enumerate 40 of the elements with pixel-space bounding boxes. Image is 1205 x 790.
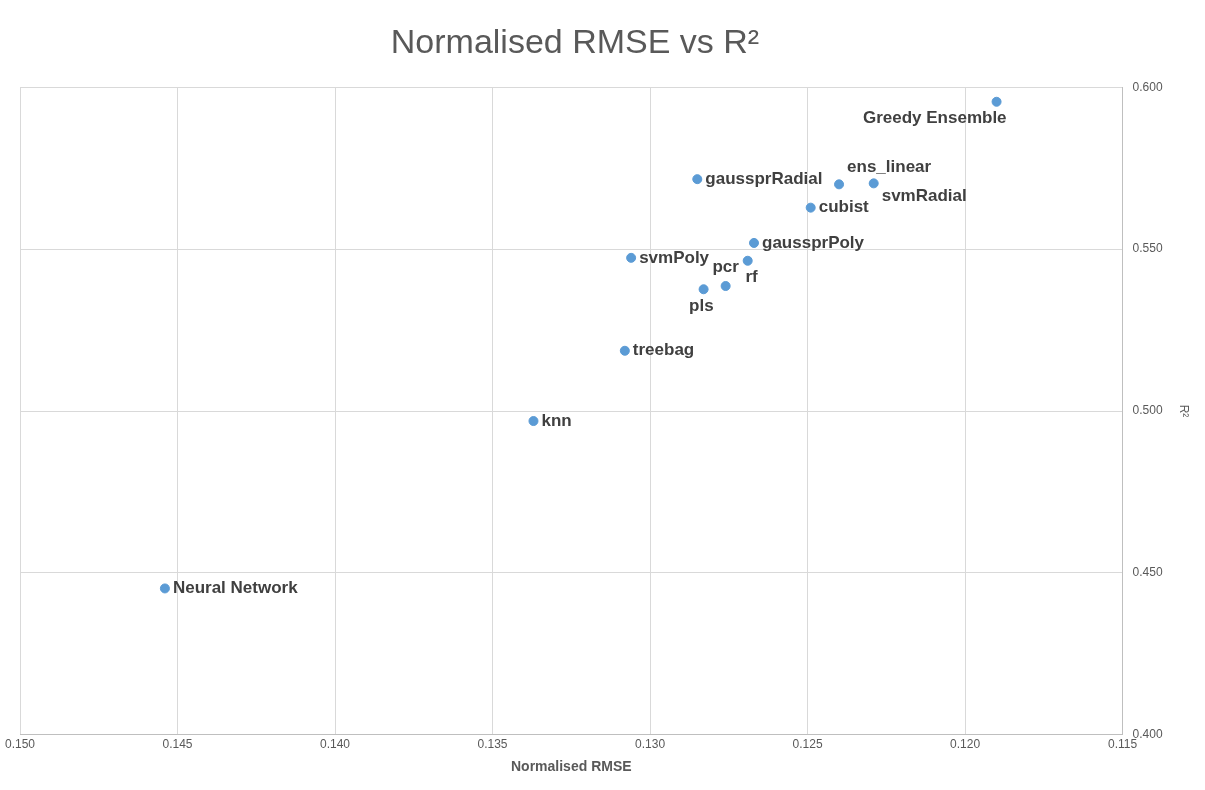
x-tick-label: 0.125: [792, 737, 823, 752]
x-tick-label: 0.130: [635, 737, 666, 752]
annotation: Greedy Ensemble: [862, 108, 1007, 128]
y-tick-label: 0.550: [1132, 241, 1163, 256]
annotation: gaussprRadial: [705, 168, 823, 188]
y-tick-label: 0.450: [1132, 565, 1163, 580]
point: [868, 178, 879, 189]
point: [834, 179, 845, 190]
x-tick-label: 0.120: [950, 737, 981, 752]
annotation: svmRadial: [881, 186, 967, 206]
annotation: Neural Network: [172, 578, 299, 598]
point: [692, 174, 703, 185]
x-axis-title: Normalised RMSE: [510, 758, 632, 775]
annotation: pls: [689, 295, 714, 315]
x-tick-label: 0.150: [4, 737, 36, 752]
annotation: ens_linear: [847, 157, 932, 177]
point: [991, 96, 1002, 107]
point: [159, 583, 170, 594]
annotation: rf: [745, 267, 759, 287]
annotation: svmPoly: [639, 247, 710, 267]
annotation: treebag: [632, 340, 695, 360]
x-tick-label: 0.140: [320, 737, 351, 752]
point: [626, 252, 637, 263]
annotation: pcr: [712, 256, 740, 276]
annotation: knn: [541, 410, 572, 430]
annotation: gaussprPoly: [762, 232, 865, 252]
point: [805, 202, 816, 213]
x-tick-label: 0.145: [162, 737, 193, 752]
point: [742, 255, 753, 266]
point: [749, 237, 759, 248]
y-tick-label: 0.500: [1132, 403, 1163, 418]
y-tick-label: 0.600: [1132, 79, 1163, 94]
point: [619, 345, 630, 356]
point: [528, 416, 539, 427]
x-tick-label: 0.135: [477, 737, 508, 752]
annotation: cubist: [818, 197, 870, 217]
point: [720, 281, 731, 292]
y-axis-title: R²: [1177, 404, 1192, 418]
chart-title: Normalised RMSE vs R²: [389, 22, 761, 61]
point: [698, 284, 709, 295]
